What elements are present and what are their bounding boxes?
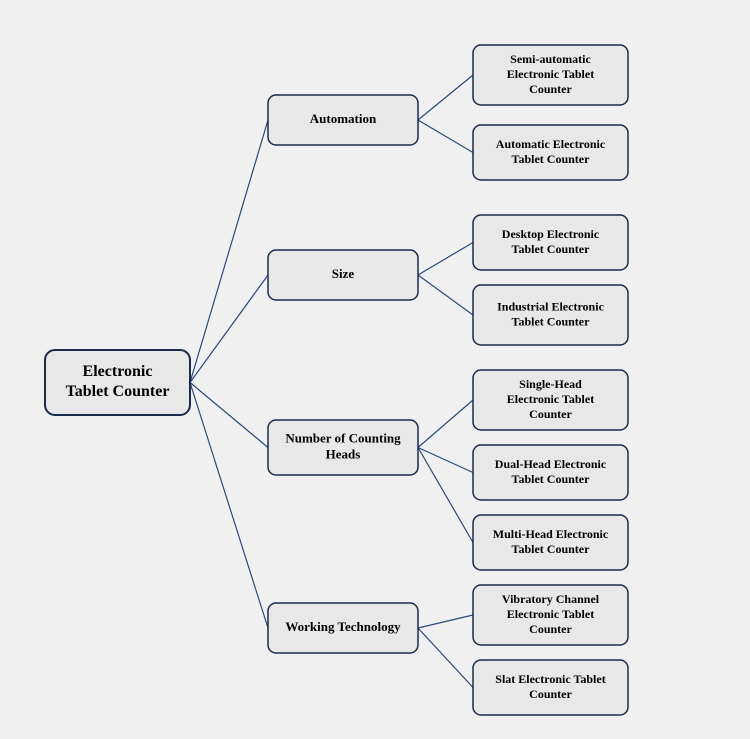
hierarchy-diagram: Electronic Tablet Counter Automation Size Nu…	[0, 0, 750, 739]
node-leaf_semi: Semi-automaticElectronic TabletCounter	[473, 45, 628, 105]
node-label: Multi-Head Electronic	[493, 527, 609, 541]
node-label: Electronic	[83, 363, 153, 380]
edges-layer	[190, 75, 473, 688]
edge	[190, 383, 268, 629]
edge	[418, 615, 473, 628]
edge	[418, 75, 473, 120]
edge	[190, 120, 268, 383]
node-label: Tablet Counter	[512, 152, 591, 166]
node-label: Tablet Counter	[512, 472, 591, 486]
edge	[190, 383, 268, 448]
node-leaf_desktop: Desktop ElectronicTablet Counter	[473, 215, 628, 270]
node-leaf_industrial: Industrial ElectronicTablet Counter	[473, 285, 628, 345]
node-label: Electronic Tablet	[507, 67, 594, 81]
edge	[418, 243, 473, 276]
node-label: Automation	[310, 111, 377, 126]
node-label: Counter	[529, 622, 572, 636]
node-label: Dual-Head Electronic	[495, 457, 607, 471]
node-label: Counter	[529, 687, 572, 701]
edge	[418, 448, 473, 473]
node-label: Size	[332, 266, 355, 281]
edge	[418, 275, 473, 315]
node-cat_automation: Automation	[268, 95, 418, 145]
node-leaf_dual: Dual-Head ElectronicTablet Counter	[473, 445, 628, 500]
node-label: Counter	[529, 82, 572, 96]
node-cat_size: Size	[268, 250, 418, 300]
edge	[418, 400, 473, 448]
node-label: Working Technology	[285, 619, 401, 634]
node-label: Tablet Counter	[512, 242, 591, 256]
edge	[418, 628, 473, 688]
node-label: Heads	[326, 446, 361, 461]
node-label: Electronic Tablet	[507, 607, 594, 621]
node-label: Vibratory Channel	[502, 592, 600, 606]
node-label: Slat Electronic Tablet	[495, 672, 605, 686]
node-leaf_auto: Automatic ElectronicTablet Counter	[473, 125, 628, 180]
node-cat_tech: Working Technology	[268, 603, 418, 653]
node-root: Electronic Tablet Counter	[45, 350, 190, 415]
node-cat_heads: Number of CountingHeads	[268, 420, 418, 475]
nodes-layer: Electronic Tablet Counter Automation Size Nu…	[45, 45, 628, 715]
node-leaf_vibratory: Vibratory ChannelElectronic TabletCounte…	[473, 585, 628, 645]
edge	[418, 120, 473, 153]
node-label: Tablet Counter	[66, 383, 170, 400]
edge	[190, 275, 268, 383]
node-label: Single-Head	[519, 377, 582, 391]
node-leaf_slat: Slat Electronic TabletCounter	[473, 660, 628, 715]
node-leaf_multi: Multi-Head ElectronicTablet Counter	[473, 515, 628, 570]
node-label: Number of Counting	[285, 430, 401, 445]
node-label: Industrial Electronic	[497, 299, 604, 313]
node-label: Tablet Counter	[512, 542, 591, 556]
node-label: Counter	[529, 407, 572, 421]
node-label: Automatic Electronic	[496, 137, 606, 151]
node-label: Electronic Tablet	[507, 392, 594, 406]
node-label: Semi-automatic	[510, 52, 591, 66]
edge	[418, 448, 473, 543]
node-leaf_single: Single-HeadElectronic TabletCounter	[473, 370, 628, 430]
node-label: Tablet Counter	[512, 314, 591, 328]
node-label: Desktop Electronic	[502, 227, 600, 241]
